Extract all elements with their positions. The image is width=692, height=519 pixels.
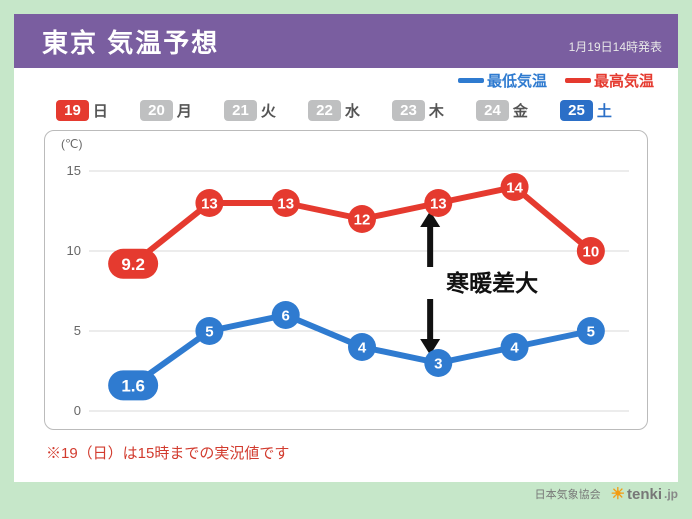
arrow-up-icon <box>420 211 440 267</box>
legend: 最低気温 最高気温 <box>458 70 654 91</box>
day-chip: 23木 <box>376 96 460 124</box>
callout-label: 寒暖差大 <box>446 270 538 296</box>
low-value: 6 <box>282 307 290 324</box>
footnote: ※19（日）は15時までの実況値です <box>46 442 289 463</box>
day-label: 水 <box>345 100 360 121</box>
day-chip: 25土 <box>544 96 628 124</box>
low-value: 4 <box>358 339 367 356</box>
day-number: 20 <box>140 100 173 121</box>
low-value: 1.6 <box>121 377 145 396</box>
legend-low-swatch <box>458 78 484 83</box>
issued-time: 1月19日14時発表 <box>569 38 662 55</box>
day-label: 月 <box>177 100 192 121</box>
day-row: 19日20月21火22水23木24金25土 <box>40 96 628 124</box>
legend-high-label: 最高気温 <box>594 70 654 91</box>
high-value: 10 <box>583 243 600 260</box>
chart-card: 東京 気温予想 1月19日14時発表 最低気温 最高気温 19日20月21火22… <box>14 14 678 482</box>
day-label: 金 <box>513 100 528 121</box>
legend-high: 最高気温 <box>565 70 654 91</box>
low-value: 5 <box>205 323 213 340</box>
svg-text:15: 15 <box>67 163 81 178</box>
low-value: 4 <box>510 339 519 356</box>
legend-low-label: 最低気温 <box>487 70 547 91</box>
day-number: 22 <box>308 100 341 121</box>
day-chip: 19日 <box>40 96 124 124</box>
legend-low: 最低気温 <box>458 70 547 91</box>
temperature-chart: (℃) 051015寒暖差大9.21313121314101.6564345 <box>44 130 648 430</box>
legend-high-swatch <box>565 78 591 83</box>
day-label: 土 <box>597 100 612 121</box>
brand-name: tenki <box>627 486 662 503</box>
high-value: 9.2 <box>121 255 145 274</box>
day-chip: 22水 <box>292 96 376 124</box>
day-label: 木 <box>429 100 444 121</box>
chart-title: 東京 気温予想 <box>42 23 219 60</box>
high-value: 13 <box>277 195 294 212</box>
header-bar: 東京 気温予想 1月19日14時発表 <box>14 14 678 68</box>
day-number: 19 <box>56 100 89 121</box>
credit: 日本気象協会 ☀ tenki .jp <box>535 484 678 504</box>
svg-text:10: 10 <box>67 243 81 258</box>
high-value: 13 <box>201 195 218 212</box>
day-number: 23 <box>392 100 425 121</box>
low-value: 5 <box>587 323 595 340</box>
day-number: 25 <box>560 100 593 121</box>
sun-icon: ☀ <box>611 484 625 504</box>
svg-text:0: 0 <box>74 403 81 418</box>
day-number: 24 <box>476 100 509 121</box>
high-value: 14 <box>506 179 523 196</box>
low-value: 3 <box>434 355 442 372</box>
day-chip: 20月 <box>124 96 208 124</box>
day-number: 21 <box>224 100 257 121</box>
high-value: 13 <box>430 195 447 212</box>
svg-text:5: 5 <box>74 323 81 338</box>
day-label: 火 <box>261 100 276 121</box>
high-value: 12 <box>354 211 371 228</box>
day-chip: 24金 <box>460 96 544 124</box>
brand-tld: .jp <box>664 487 678 501</box>
brand: ☀ tenki .jp <box>611 484 678 504</box>
day-label: 日 <box>93 100 108 121</box>
day-chip: 21火 <box>208 96 292 124</box>
arrow-down-icon <box>420 299 440 355</box>
org-name: 日本気象協会 <box>535 486 601 502</box>
